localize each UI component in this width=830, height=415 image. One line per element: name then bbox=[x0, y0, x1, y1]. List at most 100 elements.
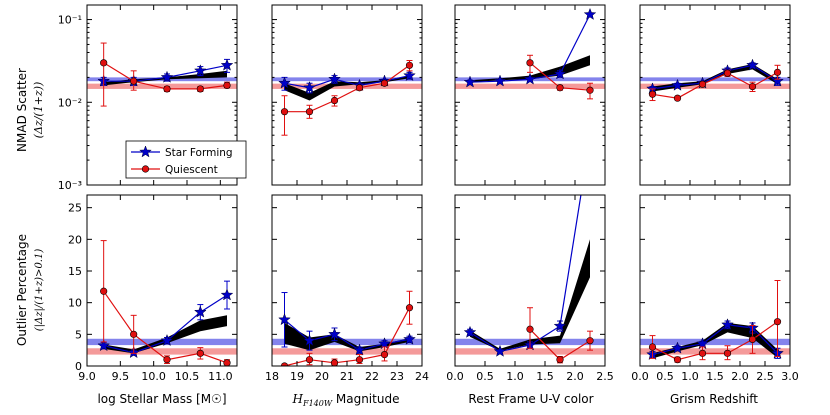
quiescent-point bbox=[355, 84, 364, 92]
panel-nmad-4-plot bbox=[640, 58, 790, 102]
panel-outlier-3-plot bbox=[455, 132, 605, 364]
panel-frame bbox=[454, 4, 606, 186]
quiescent-point bbox=[163, 356, 171, 364]
quiescent-point bbox=[355, 356, 364, 364]
nmad-ylabel-sub: (Δz/(1+z)) bbox=[32, 82, 45, 139]
panel-nmad-2-plot bbox=[272, 59, 422, 136]
panel-frame bbox=[86, 4, 238, 186]
xlabel-grism-redshift: Grism Redshift bbox=[670, 392, 758, 406]
quiescent-point bbox=[773, 68, 782, 76]
quiescent-line bbox=[284, 64, 410, 113]
y-tick-label: 20 bbox=[68, 233, 82, 246]
star-forming-point bbox=[584, 132, 595, 143]
model-envelope bbox=[652, 322, 778, 359]
legend-star-forming-label: Star Forming bbox=[165, 147, 233, 159]
star-forming-point bbox=[193, 64, 207, 77]
quiescent-point bbox=[405, 61, 414, 69]
y-tick-label: 10⁻² bbox=[58, 96, 82, 109]
quiescent-point bbox=[556, 356, 564, 364]
star-forming-point bbox=[403, 68, 416, 82]
quiescent-point bbox=[100, 287, 108, 295]
xlabel-uv-color: Rest Frame U-V color bbox=[468, 392, 593, 406]
quiescent-point bbox=[196, 85, 204, 93]
star-forming-point bbox=[353, 343, 366, 356]
x-tick-label: 20 bbox=[315, 370, 329, 383]
star-forming-point bbox=[278, 313, 291, 326]
quiescent-point bbox=[698, 80, 707, 88]
x-tick-label: 0.0 bbox=[631, 370, 649, 383]
x-tick-label: 1.0 bbox=[681, 370, 699, 383]
quiescent-point bbox=[380, 351, 389, 359]
y-tick-label: 10⁻³ bbox=[58, 179, 82, 192]
quiescent-point bbox=[748, 82, 757, 91]
star-forming-point bbox=[278, 76, 291, 89]
quiescent-point bbox=[748, 335, 757, 344]
star-forming-point bbox=[220, 288, 234, 301]
star-forming-point bbox=[303, 333, 316, 347]
quiescent-point bbox=[586, 86, 594, 94]
y-tick-label: 15 bbox=[68, 265, 82, 278]
quiescent-point bbox=[723, 69, 732, 77]
star-forming-point bbox=[493, 74, 507, 87]
star-forming-line bbox=[652, 64, 778, 90]
quiescent-point bbox=[305, 356, 314, 364]
star-forming-point bbox=[160, 70, 174, 83]
quiescent-point bbox=[330, 359, 339, 366]
panel-frame bbox=[639, 4, 791, 186]
x-tick-label: 3.0 bbox=[781, 370, 799, 383]
x-tick-label: 21 bbox=[340, 370, 354, 383]
star-forming-point bbox=[328, 72, 341, 85]
y-tick-label: 5 bbox=[75, 328, 82, 341]
star-forming-band bbox=[272, 77, 422, 82]
quiescent-point bbox=[163, 85, 171, 93]
x-tick-label: 23 bbox=[390, 370, 404, 383]
x-tick-label: 18 bbox=[265, 370, 279, 383]
legend-quiescent-label: Quiescent bbox=[165, 164, 218, 176]
xlabel-stellar-mass: log Stellar Mass [M☉] bbox=[97, 392, 226, 406]
quiescent-point bbox=[673, 94, 682, 102]
star-forming-point bbox=[721, 318, 734, 331]
star-forming-point bbox=[671, 78, 684, 91]
star-forming-point bbox=[328, 327, 341, 340]
panel-outlier-4-plot bbox=[640, 280, 790, 364]
star-forming-point bbox=[463, 325, 477, 338]
quiescent-point bbox=[130, 77, 138, 85]
star-forming-point bbox=[193, 305, 207, 318]
star-forming-point bbox=[378, 337, 391, 350]
star-forming-point bbox=[746, 58, 759, 71]
x-tick-label: 10.5 bbox=[175, 370, 200, 383]
quiescent-band bbox=[455, 348, 605, 355]
quiescent-point bbox=[330, 96, 339, 105]
model-envelope bbox=[284, 322, 410, 352]
quiescent-point bbox=[648, 90, 657, 98]
star-forming-point bbox=[583, 7, 597, 20]
quiescent-point bbox=[526, 59, 534, 67]
quiescent-point bbox=[648, 343, 657, 351]
quiescent-point bbox=[305, 108, 314, 116]
quiescent-point bbox=[380, 79, 389, 87]
quiescent-point bbox=[698, 349, 707, 357]
quiescent-band bbox=[640, 348, 790, 355]
star-forming-point bbox=[493, 344, 507, 357]
panel-outlier-2-plot bbox=[272, 290, 422, 366]
legend-circle-marker bbox=[141, 165, 150, 173]
x-tick-label: 2.5 bbox=[756, 370, 774, 383]
panel-frame bbox=[86, 194, 238, 367]
y-tick-label: 25 bbox=[68, 202, 82, 215]
quiescent-line bbox=[652, 71, 778, 99]
x-tick-label: 10.0 bbox=[141, 370, 166, 383]
quiescent-band bbox=[640, 83, 790, 89]
x-tick-label: 2.0 bbox=[566, 370, 584, 383]
x-tick-label: 1.0 bbox=[506, 370, 524, 383]
xlabel-h-magnitude: HF140W Magnitude bbox=[292, 392, 400, 408]
quiescent-line bbox=[652, 321, 778, 361]
y-tick-label: 0 bbox=[75, 360, 82, 373]
star-forming-point bbox=[97, 339, 111, 352]
outlier-ylabel: Outlier Percentage bbox=[15, 234, 29, 346]
x-tick-label: 9.5 bbox=[112, 370, 130, 383]
x-tick-label: 19 bbox=[290, 370, 304, 383]
legend: Star Forming Quiescent bbox=[125, 140, 247, 179]
quiescent-point bbox=[586, 337, 594, 345]
x-tick-label: 11.0 bbox=[208, 370, 233, 383]
